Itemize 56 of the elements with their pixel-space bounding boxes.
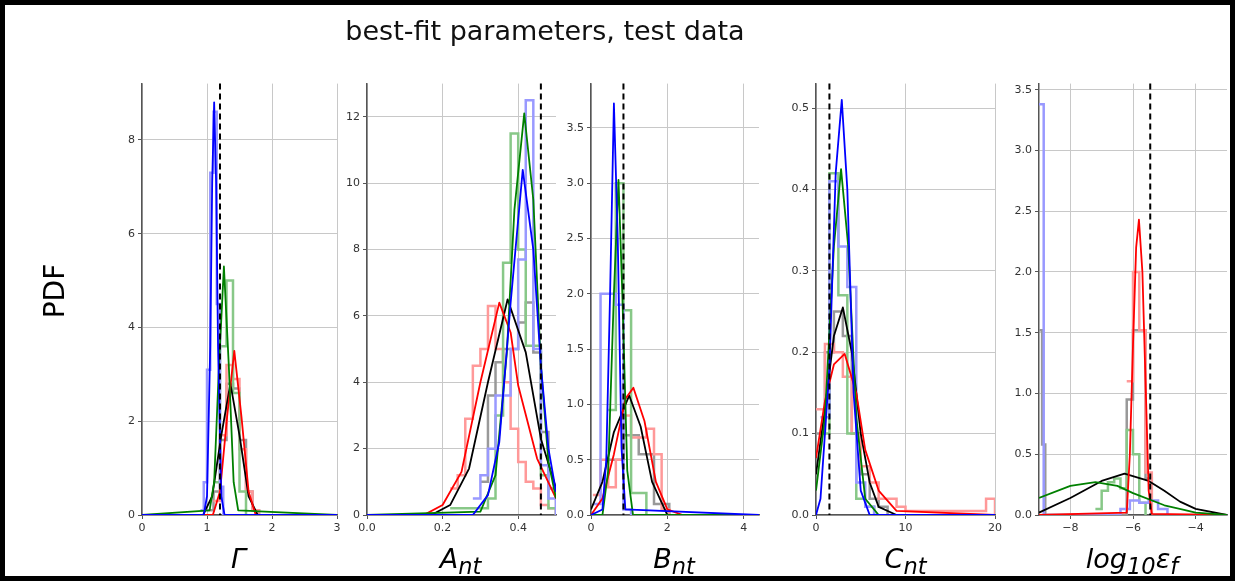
y-tick-label: 2	[128, 414, 135, 428]
x-tick-label: 10	[898, 521, 913, 535]
y-tick-label: 0.5	[1014, 447, 1032, 461]
x-axis-title: A$_{nt}$	[437, 543, 483, 578]
x-axis-title: C$_{nt}$	[883, 543, 929, 578]
y-tick-label: 1.5	[1014, 325, 1032, 339]
y-tick-label: 0.5	[566, 452, 584, 466]
y-tick-label: 2.0	[566, 286, 584, 300]
y-tick-label: 4	[353, 375, 360, 389]
x-tick-label: 4	[740, 521, 748, 535]
y-tick-label: 1.0	[566, 397, 584, 411]
x-tick-label: −4	[1187, 521, 1204, 535]
y-tick-label: 1.5	[566, 341, 584, 355]
y-tick-label: 3.0	[566, 176, 584, 190]
y-tick-label: 0.4	[791, 182, 809, 196]
x-tick-label: 2	[268, 521, 276, 535]
y-tick-label: 3.0	[1014, 143, 1032, 157]
y-tick-label: 8	[128, 132, 135, 146]
y-tick-label: 0	[128, 507, 135, 521]
x-axis-title: Γ	[229, 543, 249, 574]
x-tick-label: 0	[587, 521, 595, 535]
x-axis-title: B$_{nt}$	[652, 543, 697, 578]
y-tick-label: 10	[346, 176, 360, 190]
y-tick-label: 0	[353, 507, 360, 521]
x-tick-label: 3	[333, 521, 341, 535]
y-tick-label: 12	[346, 109, 360, 123]
y-tick-label: 0.5	[791, 100, 809, 114]
y-tick-label: 8	[353, 242, 360, 256]
y-tick-label: 0.0	[1014, 507, 1032, 521]
chart-title: best-fit parameters, test data	[344, 15, 746, 46]
y-tick-label: 0.0	[791, 507, 809, 521]
y-tick-label: 2.5	[1014, 204, 1032, 218]
y-tick-label: 0.3	[791, 263, 809, 277]
x-tick-label: −6	[1124, 521, 1142, 535]
y-tick-label: 6	[353, 308, 360, 322]
y-tick-label: 6	[128, 226, 135, 240]
x-tick-label: 1	[203, 521, 211, 535]
y-tick-label: 3.5	[1014, 82, 1032, 96]
x-tick-label: 0.2	[433, 521, 452, 535]
x-tick-label: 2	[663, 521, 671, 535]
y-tick-label: 4	[128, 320, 135, 334]
x-tick-label: 0	[138, 521, 146, 535]
y-tick-label: 0.0	[566, 507, 584, 521]
x-tick-label: 0.4	[509, 521, 527, 535]
y-axis-title: PDF	[38, 262, 72, 320]
x-axis-title: log$_{10}$ε$_{f}$	[1084, 543, 1182, 578]
x-tick-label: 20	[988, 521, 1002, 535]
y-tick-label: 2.0	[1014, 264, 1032, 278]
x-tick-label: 0	[812, 521, 820, 535]
y-tick-label: 2	[353, 441, 360, 455]
y-tick-label: 0.2	[791, 345, 809, 359]
y-tick-label: 1.0	[1014, 386, 1032, 400]
y-tick-label: 2.5	[566, 231, 584, 245]
y-tick-label: 3.5	[566, 120, 584, 134]
y-tick-label: 0.1	[791, 426, 809, 440]
x-tick-label: −8	[1062, 521, 1079, 535]
